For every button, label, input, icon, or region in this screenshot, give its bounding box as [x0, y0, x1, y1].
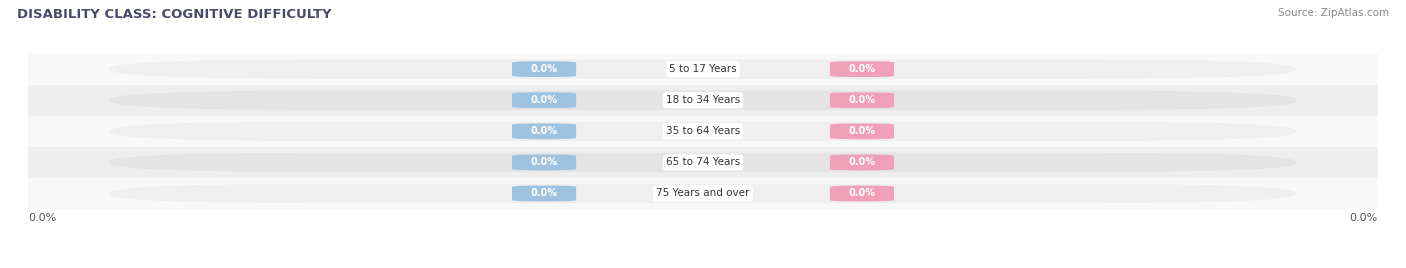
FancyBboxPatch shape: [110, 153, 1296, 172]
Text: 0.0%: 0.0%: [530, 64, 558, 74]
FancyBboxPatch shape: [110, 184, 1296, 203]
FancyBboxPatch shape: [830, 92, 894, 108]
Text: 0.0%: 0.0%: [530, 157, 558, 168]
Legend: Male, Female: Male, Female: [645, 265, 761, 268]
FancyBboxPatch shape: [830, 124, 894, 139]
Text: 0.0%: 0.0%: [1350, 213, 1378, 223]
Bar: [28, 147, 1378, 178]
Text: 0.0%: 0.0%: [28, 213, 56, 223]
Text: 0.0%: 0.0%: [848, 64, 876, 74]
FancyBboxPatch shape: [110, 122, 1296, 141]
Text: Source: ZipAtlas.com: Source: ZipAtlas.com: [1278, 8, 1389, 18]
Text: DISABILITY CLASS: COGNITIVE DIFFICULTY: DISABILITY CLASS: COGNITIVE DIFFICULTY: [17, 8, 332, 21]
Bar: [28, 54, 1378, 85]
FancyBboxPatch shape: [830, 155, 894, 170]
Text: 0.0%: 0.0%: [848, 95, 876, 105]
Text: 75 Years and over: 75 Years and over: [657, 188, 749, 199]
Text: 0.0%: 0.0%: [530, 188, 558, 199]
FancyBboxPatch shape: [512, 186, 576, 201]
FancyBboxPatch shape: [512, 92, 576, 108]
FancyBboxPatch shape: [512, 155, 576, 170]
Text: 18 to 34 Years: 18 to 34 Years: [666, 95, 740, 105]
Text: 0.0%: 0.0%: [848, 126, 876, 136]
Text: 65 to 74 Years: 65 to 74 Years: [666, 157, 740, 168]
FancyBboxPatch shape: [110, 59, 1296, 79]
FancyBboxPatch shape: [512, 124, 576, 139]
Text: 0.0%: 0.0%: [848, 188, 876, 199]
FancyBboxPatch shape: [830, 61, 894, 77]
Bar: [28, 85, 1378, 116]
FancyBboxPatch shape: [830, 186, 894, 201]
FancyBboxPatch shape: [110, 91, 1296, 110]
Bar: [28, 178, 1378, 209]
Text: 5 to 17 Years: 5 to 17 Years: [669, 64, 737, 74]
FancyBboxPatch shape: [512, 61, 576, 77]
Bar: [28, 116, 1378, 147]
Text: 35 to 64 Years: 35 to 64 Years: [666, 126, 740, 136]
Text: 0.0%: 0.0%: [530, 126, 558, 136]
Text: 0.0%: 0.0%: [530, 95, 558, 105]
Text: 0.0%: 0.0%: [848, 157, 876, 168]
